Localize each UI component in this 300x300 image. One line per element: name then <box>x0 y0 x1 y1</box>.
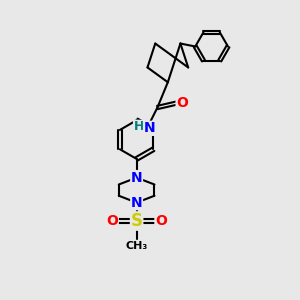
Text: S: S <box>130 212 142 230</box>
Text: N: N <box>131 171 142 184</box>
Text: N: N <box>144 121 155 135</box>
Text: N: N <box>131 196 142 210</box>
Text: H: H <box>134 120 144 133</box>
Text: O: O <box>176 96 188 110</box>
Text: CH₃: CH₃ <box>125 241 148 251</box>
Text: O: O <box>155 214 167 228</box>
Text: O: O <box>106 214 118 228</box>
